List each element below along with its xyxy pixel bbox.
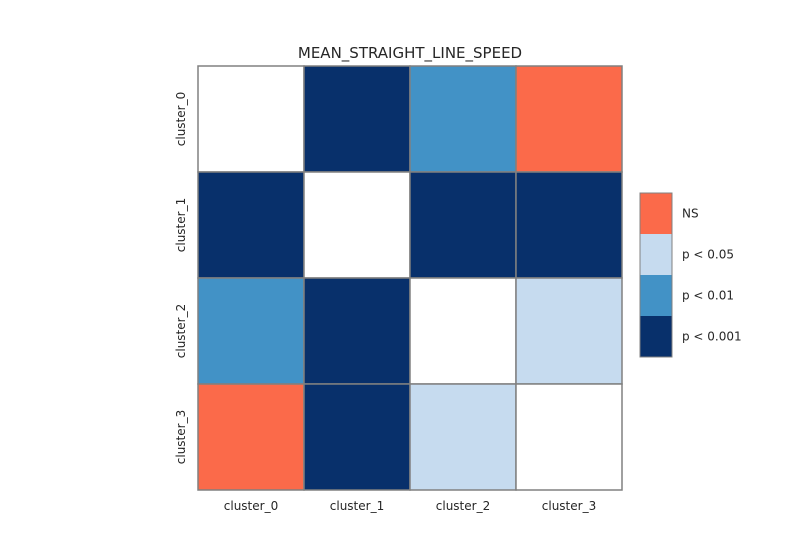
x-tick-label: cluster_3 (542, 499, 596, 513)
legend-swatch (640, 234, 672, 275)
legend-border (639, 192, 673, 358)
heatmap-cell-cluster_2-cluster_2 (409, 277, 517, 385)
heatmap-cell-cluster_2-cluster_1 (303, 277, 411, 385)
x-tick-label: cluster_0 (224, 499, 278, 513)
y-tick-label: cluster_2 (174, 304, 188, 358)
heatmap-cell-cluster_3-cluster_3 (515, 383, 623, 491)
heatmap-cell-cluster_0-cluster_1 (303, 65, 411, 173)
heatmap-cell-cluster_1-cluster_0 (197, 171, 305, 279)
heatmap-cell-cluster_3-cluster_0 (197, 383, 305, 491)
y-tick-label: cluster_1 (174, 198, 188, 252)
y-tick-label: cluster_3 (174, 410, 188, 464)
heatmap-cell-cluster_0-cluster_2 (409, 65, 517, 173)
heatmap-cell-cluster_0-cluster_3 (515, 65, 623, 173)
legend-swatch (640, 275, 672, 316)
chart-title: MEAN_STRAIGHT_LINE_SPEED (298, 44, 522, 63)
legend: NS p < 0.05 p < 0.01 p < 0.001 (639, 192, 742, 358)
heatmap-cell-cluster_1-cluster_3 (515, 171, 623, 279)
x-tick-label: cluster_1 (330, 499, 384, 513)
heatmap-cells (197, 65, 623, 491)
legend-swatch (640, 193, 672, 234)
heatmap-cell-cluster_2-cluster_0 (197, 277, 305, 385)
legend-label: NS (682, 207, 699, 221)
heatmap-cell-cluster_1-cluster_1 (303, 171, 411, 279)
y-tick-labels: cluster_0 cluster_1 cluster_2 cluster_3 (174, 92, 188, 464)
legend-label: p < 0.001 (682, 330, 742, 344)
legend-label: p < 0.05 (682, 248, 734, 262)
heatmap-cell-cluster_1-cluster_2 (409, 171, 517, 279)
x-tick-label: cluster_2 (436, 499, 490, 513)
heatmap-cell-cluster_3-cluster_2 (409, 383, 517, 491)
y-tick-label: cluster_0 (174, 92, 188, 146)
heatmap-cell-cluster_3-cluster_1 (303, 383, 411, 491)
legend-swatch (640, 316, 672, 357)
legend-label: p < 0.01 (682, 289, 734, 303)
heatmap-cell-cluster_0-cluster_0 (197, 65, 305, 173)
heatmap-cell-cluster_2-cluster_3 (515, 277, 623, 385)
x-tick-labels: cluster_0 cluster_1 cluster_2 cluster_3 (224, 499, 596, 513)
